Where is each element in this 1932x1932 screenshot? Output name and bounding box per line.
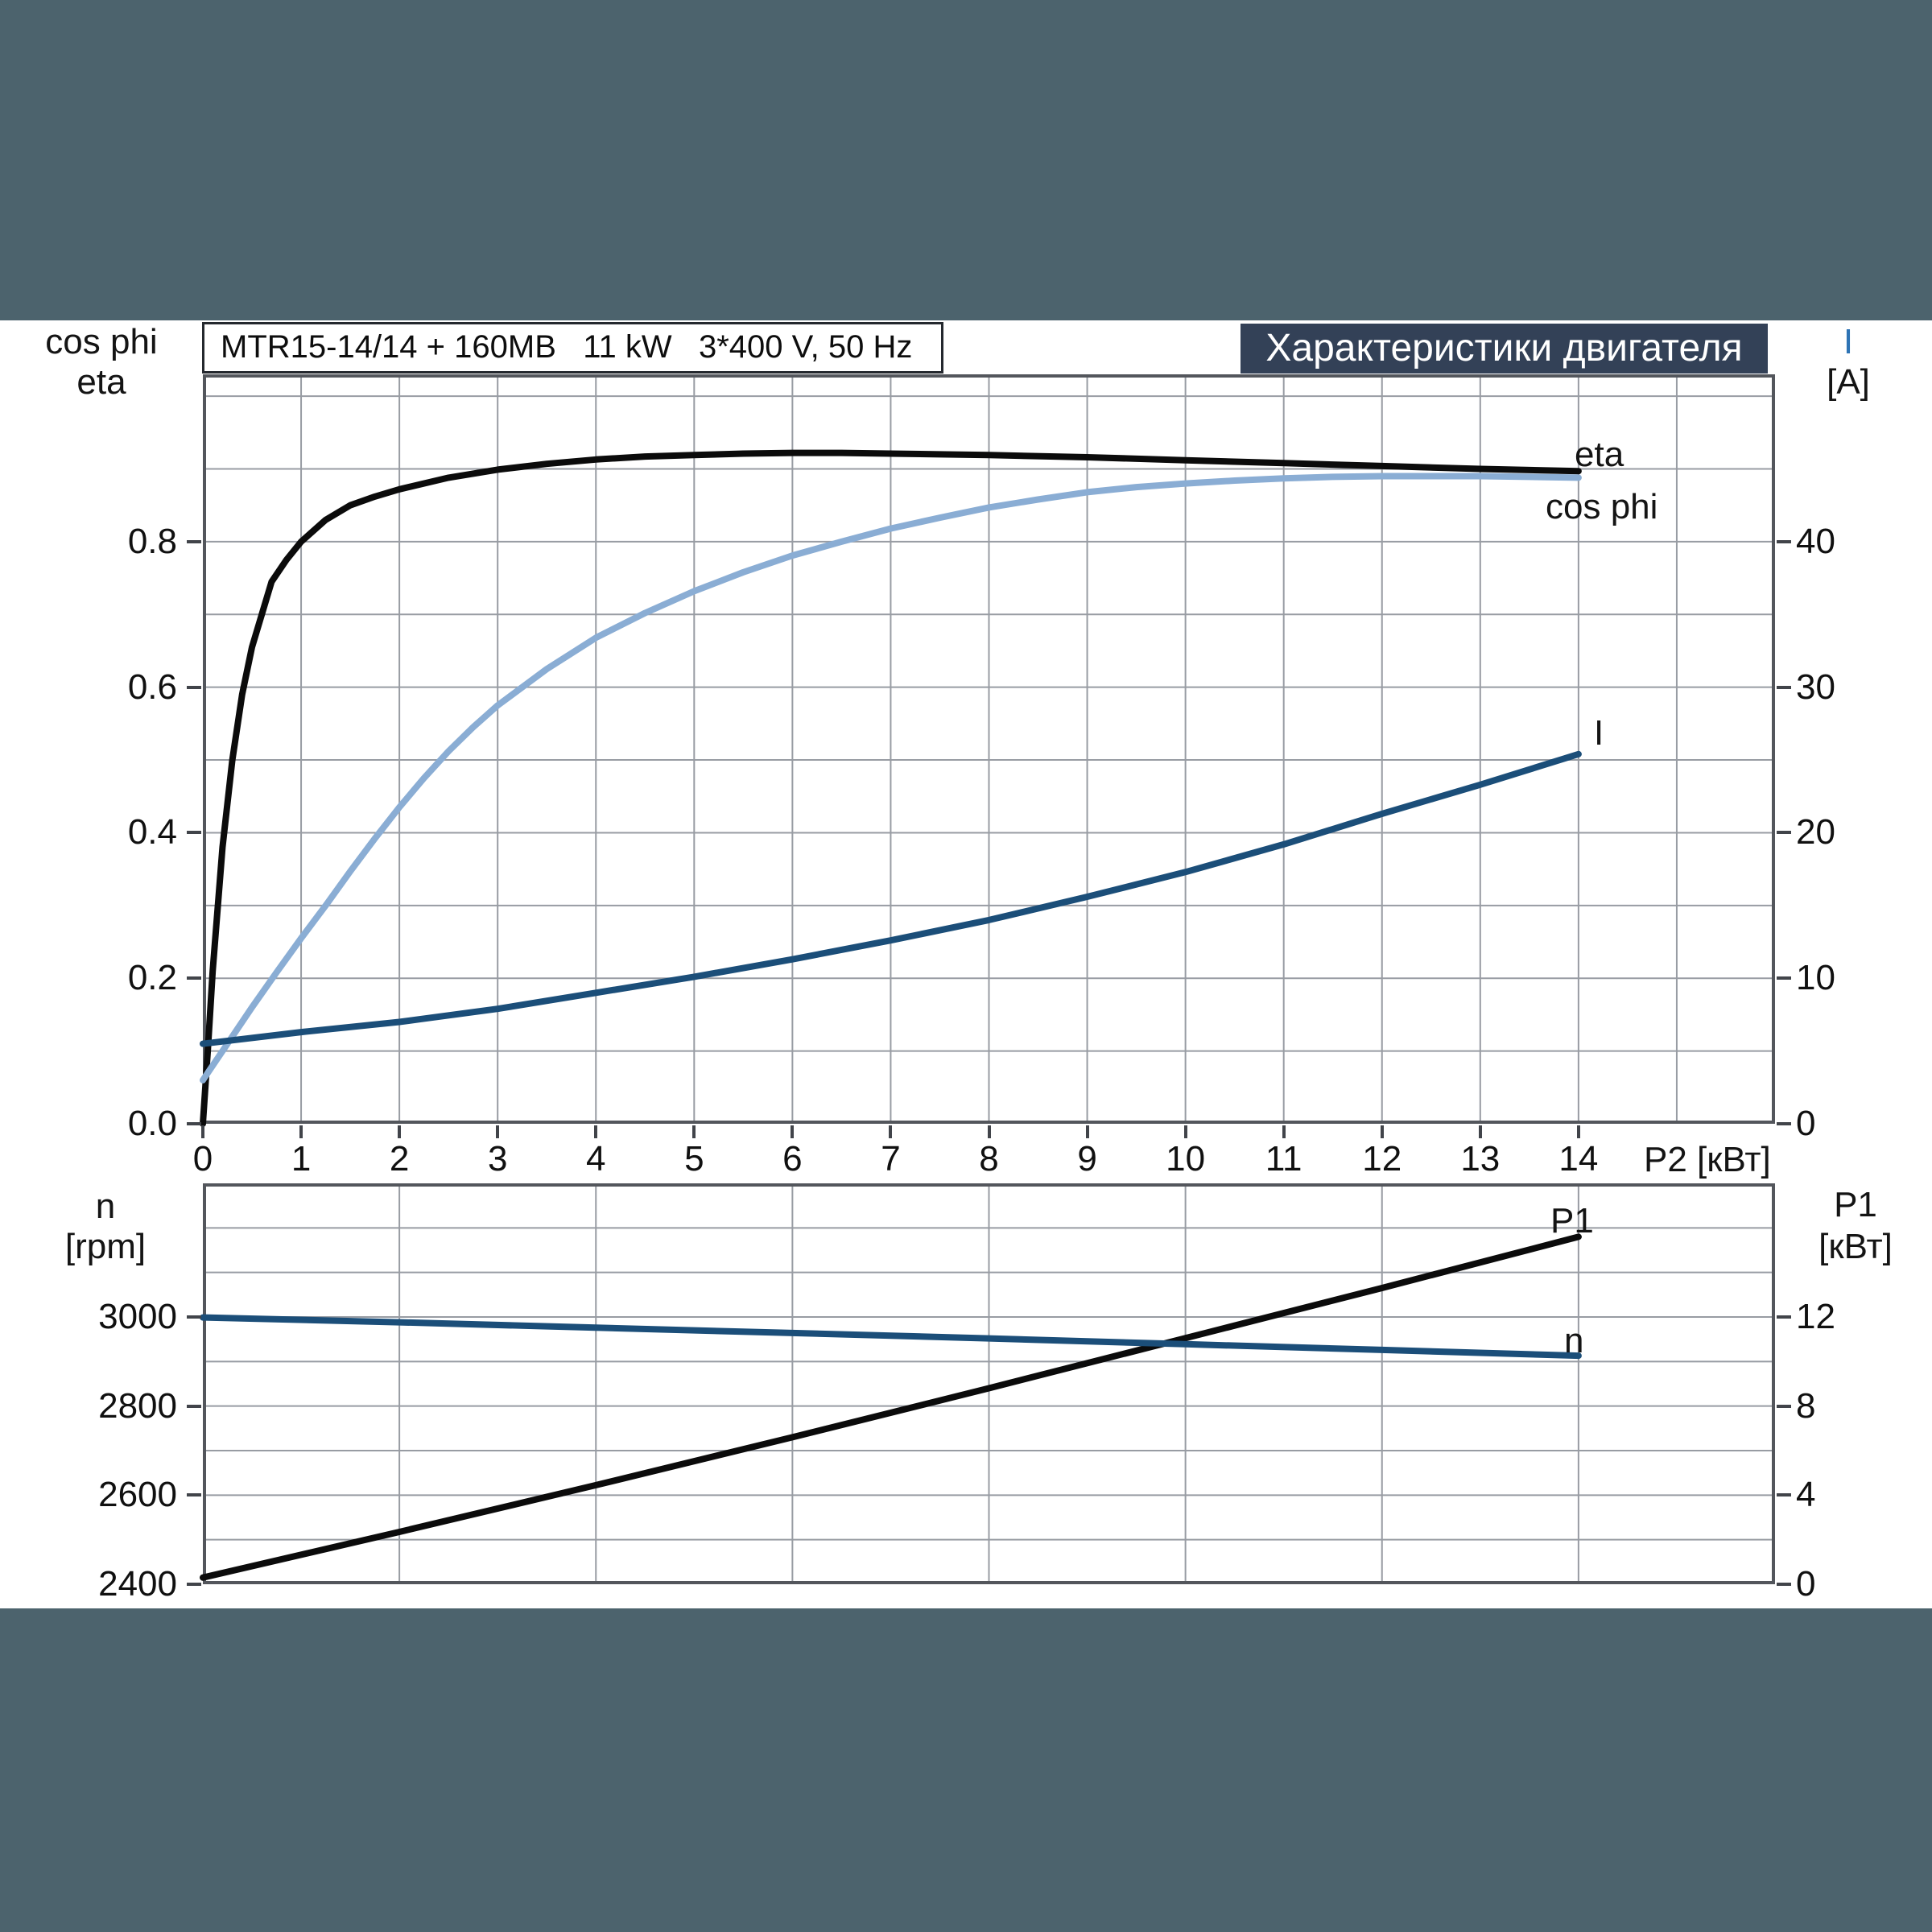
right-tick-mark	[1777, 1315, 1791, 1319]
plot-border	[203, 374, 1775, 1124]
right-tick-label: 12	[1796, 1297, 1835, 1336]
right-tick-label: 40	[1796, 521, 1835, 561]
left-tick-mark	[187, 685, 201, 689]
chart-svg	[200, 374, 1775, 1127]
left-tick-label: 0.6	[127, 667, 177, 707]
x-tick-label: 6	[782, 1139, 803, 1179]
left-tick-mark	[187, 831, 201, 835]
current-curve-label: I	[1594, 713, 1604, 753]
right-tick-mark	[1777, 685, 1791, 689]
bottom-right-axis-label-p1: P1	[1834, 1185, 1877, 1224]
chart-svg	[200, 1183, 1775, 1584]
x-tick-label: 11	[1265, 1139, 1302, 1179]
right-tick-label: 0	[1796, 1104, 1816, 1143]
x-tick-mark	[594, 1125, 598, 1138]
pump-model-title-box: MTR15-14/14 + 160MB 11 kW 3*400 V, 50 Hz	[202, 322, 943, 374]
x-tick-mark	[201, 1125, 204, 1138]
x-tick-label: 12	[1362, 1139, 1402, 1179]
right-tick-label: 0	[1796, 1564, 1816, 1604]
left-tick-mark	[187, 1493, 201, 1497]
right-tick-label: 10	[1796, 958, 1835, 998]
x-tick-label: 1	[291, 1139, 312, 1179]
x-tick-mark	[299, 1125, 303, 1138]
left-tick-mark	[187, 1583, 201, 1586]
right-tick-mark	[1777, 976, 1791, 980]
right-tick-mark	[1777, 1122, 1791, 1125]
p1-curve-label: P1	[1550, 1201, 1594, 1241]
n-curve-label: n	[1564, 1321, 1584, 1360]
cos-phi-curve	[200, 473, 1582, 1084]
left-tick-label: 0.8	[127, 521, 177, 561]
n-curve	[200, 1314, 1582, 1360]
right-axis-unit-amps: [A]	[1827, 362, 1870, 402]
x-tick-mark	[1282, 1125, 1286, 1138]
right-tick-label: 4	[1796, 1475, 1816, 1515]
left-tick-label: 2400	[98, 1564, 177, 1604]
x-tick-label: 8	[979, 1139, 999, 1179]
right-tick-mark	[1777, 1493, 1791, 1497]
right-tick-mark	[1777, 831, 1791, 835]
bottom-left-axis-unit-rpm: [rpm]	[64, 1227, 147, 1266]
left-tick-mark	[187, 1404, 201, 1408]
x-tick-label: 10	[1166, 1139, 1206, 1179]
x-tick-label: 0	[192, 1139, 213, 1179]
right-axis-label-current: I	[1843, 322, 1854, 361]
x-tick-mark	[1183, 1125, 1187, 1138]
x-tick-mark	[889, 1125, 893, 1138]
bottom-right-axis-unit-kwt: [кВт]	[1818, 1227, 1893, 1266]
left-tick-label: 0.2	[127, 958, 177, 998]
cosphi-curve-label: cos phi	[1546, 487, 1658, 526]
plot-border	[203, 1183, 1775, 1584]
left-axis-label-cosphi: cos phi	[45, 322, 158, 361]
x-tick-label: 7	[881, 1139, 901, 1179]
P1-curve	[200, 1233, 1582, 1581]
I-curve	[200, 750, 1582, 1047]
left-tick-label: 0.4	[127, 812, 177, 852]
left-tick-mark	[187, 1122, 201, 1125]
x-tick-mark	[1478, 1125, 1482, 1138]
left-tick-label: 3000	[98, 1297, 177, 1336]
x-tick-label: 13	[1460, 1139, 1501, 1179]
left-tick-label: 2800	[98, 1385, 177, 1426]
eta-curve-label: eta	[1575, 435, 1624, 474]
right-tick-mark	[1777, 539, 1791, 543]
bottom-left-axis-label-n: n	[95, 1187, 116, 1226]
left-tick-mark	[187, 539, 201, 543]
chart-title-banner: Характеристики двигателя	[1241, 324, 1768, 374]
x-tick-mark	[1085, 1125, 1089, 1138]
right-tick-label: 20	[1796, 812, 1835, 852]
x-tick-mark	[398, 1125, 402, 1138]
motor-chart-bottom-plot	[200, 1183, 1775, 1584]
x-tick-label: 4	[586, 1139, 606, 1179]
x-tick-mark	[496, 1125, 500, 1138]
right-tick-label: 30	[1796, 667, 1835, 707]
left-tick-mark	[187, 1315, 201, 1319]
eta-curve	[200, 449, 1582, 1127]
x-tick-label: 5	[684, 1139, 704, 1179]
x-tick-label: 9	[1077, 1139, 1097, 1179]
x-tick-mark	[987, 1125, 991, 1138]
x-axis-label-p2: P2 [кВт]	[1644, 1140, 1771, 1179]
x-tick-mark	[692, 1125, 696, 1138]
x-tick-label: 2	[389, 1139, 410, 1179]
x-tick-label: 14	[1558, 1139, 1599, 1179]
left-tick-label: 0.0	[127, 1104, 177, 1143]
x-tick-mark	[791, 1125, 795, 1138]
motor-chart-top-plot	[200, 374, 1775, 1127]
right-tick-mark	[1777, 1404, 1791, 1408]
x-tick-mark	[1380, 1125, 1384, 1138]
left-axis-label-eta: eta	[76, 362, 126, 402]
x-tick-mark	[1576, 1125, 1580, 1138]
right-tick-label: 8	[1796, 1385, 1816, 1426]
left-tick-mark	[187, 976, 201, 980]
left-tick-label: 2600	[98, 1475, 177, 1515]
x-tick-label: 3	[487, 1139, 508, 1179]
right-tick-mark	[1777, 1583, 1791, 1586]
